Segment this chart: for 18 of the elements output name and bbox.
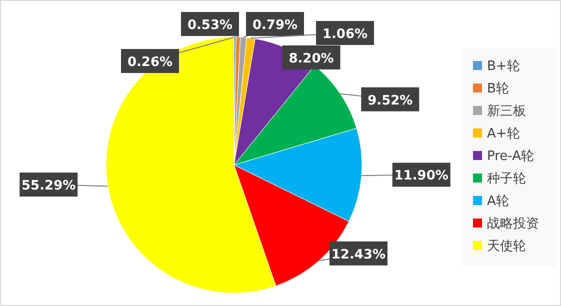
legend-label: 战略投资 <box>487 216 539 232</box>
data-label: 55.29% <box>22 178 76 194</box>
legend-label: 种子轮 <box>487 172 526 186</box>
data-label: 0.26% <box>127 55 173 70</box>
data-label: 0.53% <box>187 18 233 33</box>
legend-label: A+轮 <box>487 126 520 142</box>
legend-label: Pre-A轮 <box>487 149 534 164</box>
data-label: 1.06% <box>322 27 368 42</box>
data-label: 9.52% <box>368 93 413 108</box>
data-label: 0.79% <box>252 18 298 33</box>
data-label: 11.90% <box>394 168 448 184</box>
data-label: 12.43% <box>331 247 386 262</box>
legend-label: B轮 <box>487 82 509 96</box>
legend-label: 天使轮 <box>487 239 526 254</box>
legend-label: B+轮 <box>487 59 520 74</box>
data-label: 8.20% <box>288 51 334 66</box>
legend-label: 新三板 <box>487 104 526 119</box>
legend-label: A轮 <box>487 194 509 209</box>
